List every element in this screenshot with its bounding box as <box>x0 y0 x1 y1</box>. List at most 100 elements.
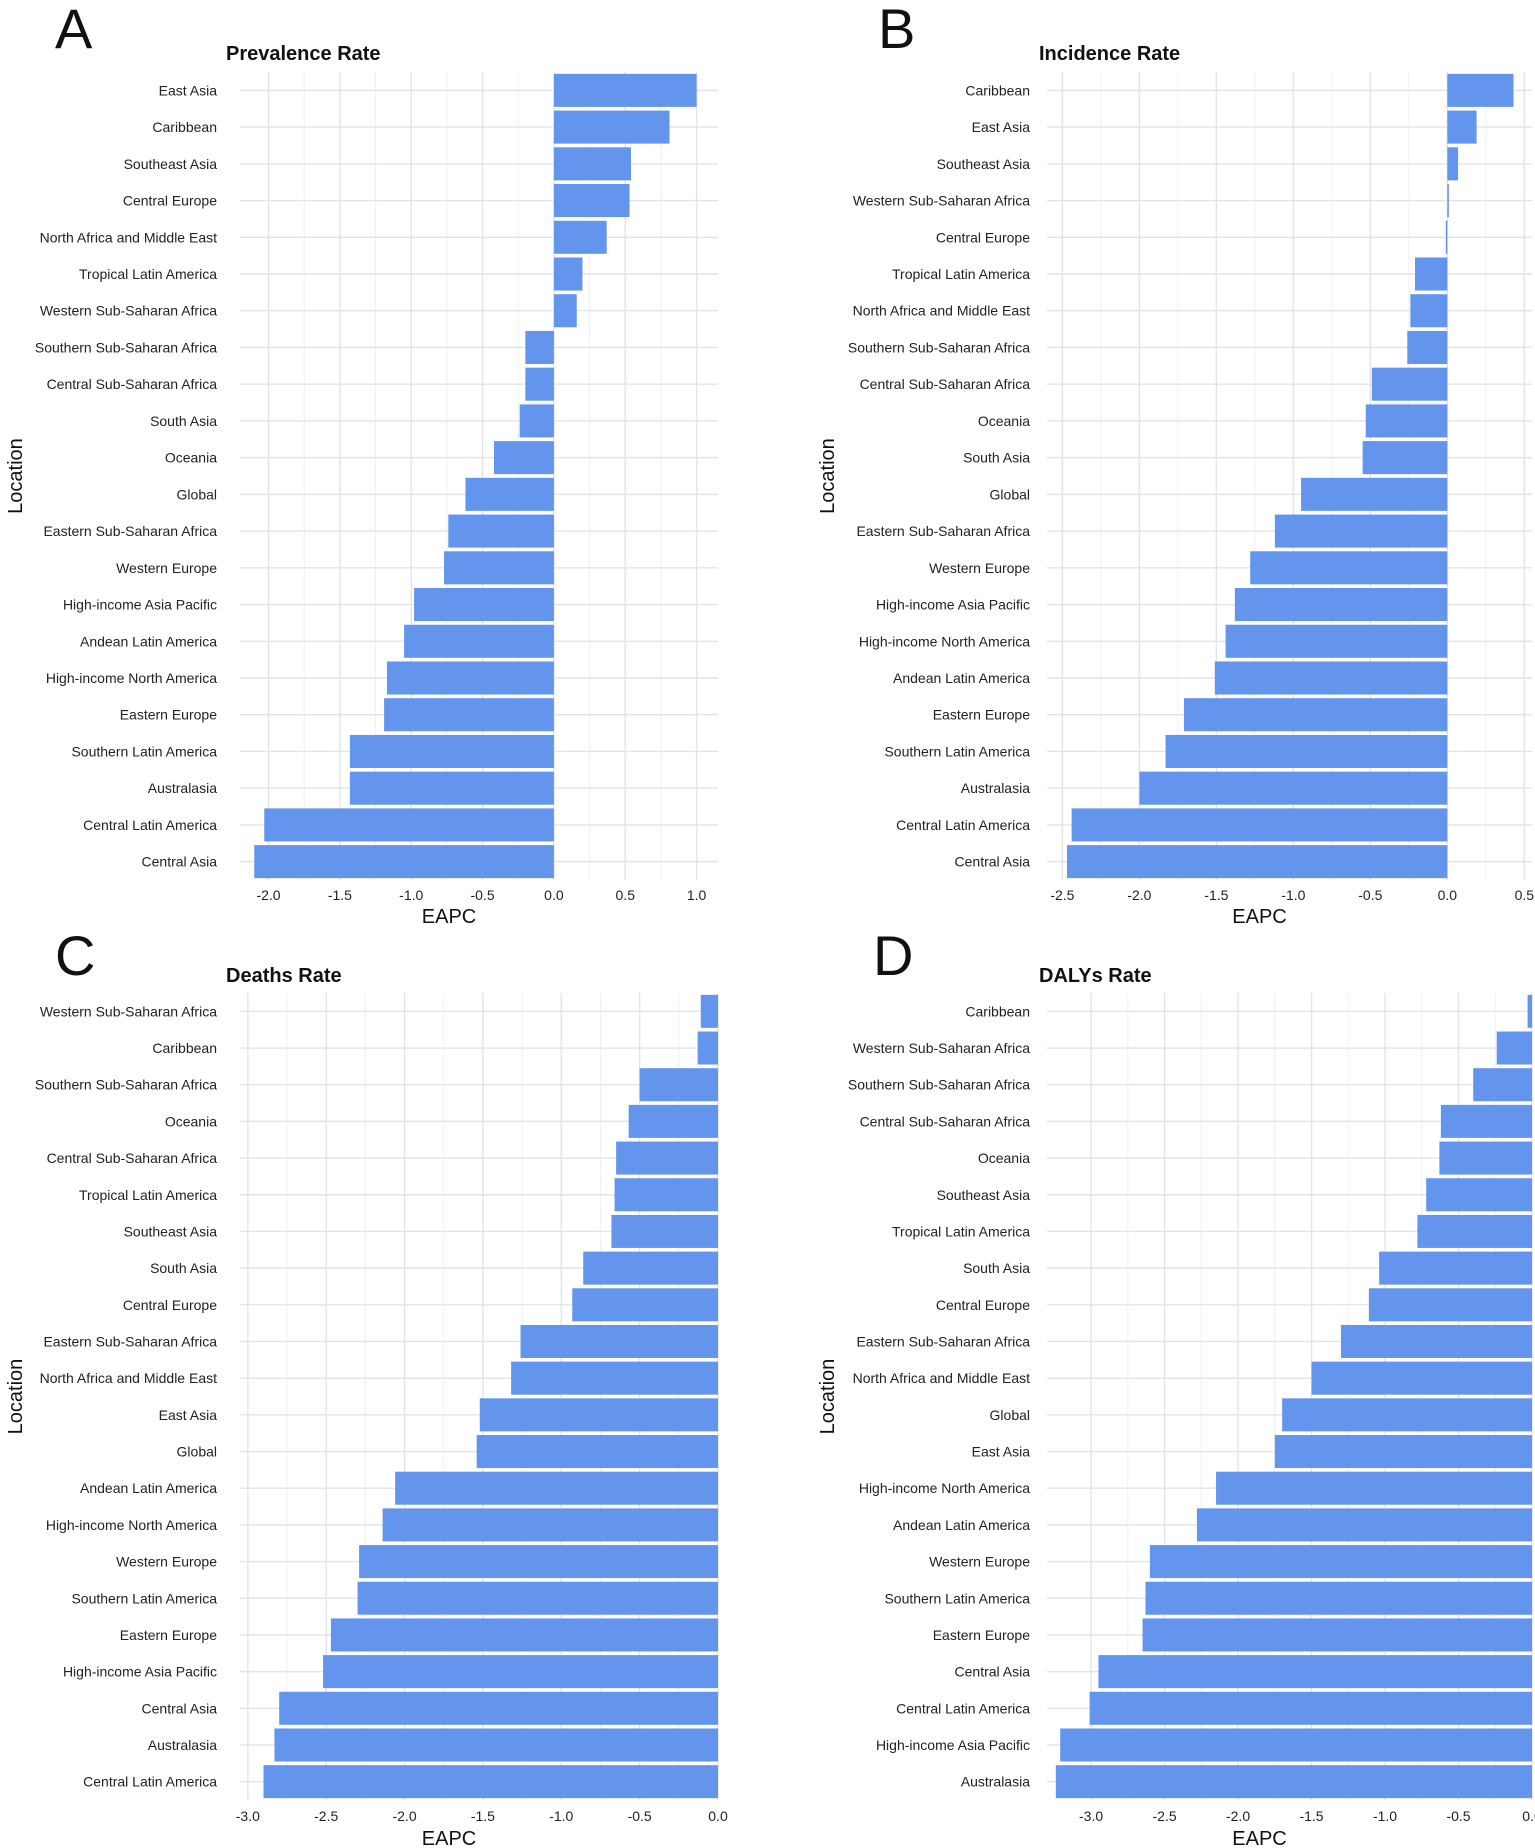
bar-south-asia: South Asia: -1.04 <box>1379 1251 1532 1285</box>
category-label: Australasia <box>148 1737 217 1753</box>
bar-oceania: Oceania: -0.53 <box>1365 404 1448 438</box>
category-label: Andean Latin America <box>893 1517 1030 1533</box>
category-label: Central Europe <box>123 193 217 209</box>
bar-central-latin-america: Central Latin America: -2.44 <box>1071 808 1448 842</box>
x-tick-label: -1.0 <box>1373 1808 1397 1824</box>
bar-southeast-asia: Southeast Asia: 0.54 <box>553 147 631 181</box>
panel-letter: A <box>55 0 93 60</box>
category-label: Southern Latin America <box>884 1590 1030 1606</box>
category-label: Southeast Asia <box>937 156 1031 172</box>
category-label: Eastern Sub-Saharan Africa <box>43 1333 217 1349</box>
category-label: East Asia <box>159 82 218 98</box>
category-label: Central Europe <box>936 1297 1030 1313</box>
bar-western-sub-saharan-africa: Western Sub-Saharan Africa: -0.11 <box>700 994 718 1028</box>
category-label: Global <box>990 486 1030 502</box>
category-label: Western Sub-Saharan Africa <box>853 1040 1030 1056</box>
bar-western-europe: Western Europe: -1.28 <box>1250 551 1448 585</box>
category-label: Global <box>177 486 217 502</box>
category-label: North Africa and Middle East <box>853 303 1031 319</box>
category-label: High-income North America <box>46 1517 217 1533</box>
bar-eastern-europe: Eastern Europe: -2.47 <box>330 1618 718 1652</box>
x-tick-label: -1.5 <box>1204 887 1228 903</box>
bar-eastern-europe: Eastern Europe: -1.71 <box>1184 698 1448 732</box>
category-label: North Africa and Middle East <box>40 1370 218 1386</box>
category-label: High-income Asia Pacific <box>876 597 1030 613</box>
category-label: Central Latin America <box>83 817 217 833</box>
bar-southern-sub-saharan-africa: Southern Sub-Saharan Africa: -0.26 <box>1407 330 1448 364</box>
category-label: Oceania <box>978 413 1030 429</box>
category-label: Central Sub-Saharan Africa <box>47 1150 218 1166</box>
category-label: Western Sub-Saharan Africa <box>853 193 1030 209</box>
x-tick-label: -1.0 <box>549 1808 573 1824</box>
bar-global: Global: -0.62 <box>465 477 554 511</box>
x-tick-label: -2.0 <box>392 1808 416 1824</box>
bar-global: Global: -1.7 <box>1282 1398 1532 1432</box>
bar-central-sub-saharan-africa: Central Sub-Saharan Africa: -0.2 <box>525 367 554 401</box>
category-label: Central Asia <box>142 854 218 870</box>
panel-d: Caribbean: -0.03 Western Sub-Saharan Afri… <box>817 924 1535 1848</box>
category-label: Southeast Asia <box>124 156 218 172</box>
bar-east-asia: East Asia: -1.52 <box>479 1398 718 1432</box>
x-axis-title: EAPC <box>422 1828 476 1848</box>
x-tick-label: -0.5 <box>471 887 495 903</box>
bar-central-europe: Central Europe: 0.53 <box>553 184 630 218</box>
category-label: Caribbean <box>965 82 1030 98</box>
y-axis-title: Location <box>5 1359 27 1435</box>
category-label: High-income Asia Pacific <box>63 597 217 613</box>
chart-title: Prevalence Rate <box>226 43 381 65</box>
category-label: High-income North America <box>46 670 217 686</box>
bar-high-income-north-america: High-income North America: -2.14 <box>382 1508 718 1542</box>
category-label: Central Latin America <box>896 1700 1030 1716</box>
category-label: Global <box>177 1444 217 1460</box>
bar-tropical-latin-america: Tropical Latin America: -0.66 <box>614 1178 718 1212</box>
bar-central-europe: Central Europe: -1.11 <box>1368 1288 1532 1322</box>
category-label: Southeast Asia <box>124 1223 218 1239</box>
bar-south-asia: South Asia: -0.24 <box>519 404 554 438</box>
bar-north-africa-and-middle-east: North Africa and Middle East: -0.24 <box>1410 294 1448 328</box>
category-label: Central Europe <box>123 1297 217 1313</box>
category-label: North Africa and Middle East <box>853 1370 1031 1386</box>
bar-western-sub-saharan-africa: Western Sub-Saharan Africa: 0.16 <box>553 294 577 328</box>
bar-australasia: Australasia: -2.83 <box>274 1728 718 1762</box>
x-axis-title: EAPC <box>1232 906 1286 928</box>
bar-southern-sub-saharan-africa: Southern Sub-Saharan Africa: -0.5 <box>639 1068 718 1102</box>
category-label: Australasia <box>961 780 1030 796</box>
category-label: Western Europe <box>929 560 1030 576</box>
category-label: Australasia <box>961 1774 1030 1790</box>
panel-letter: D <box>873 924 913 987</box>
x-tick-label: -2.0 <box>1226 1808 1250 1824</box>
category-label: Tropical Latin America <box>892 266 1030 282</box>
category-label: Central Latin America <box>896 817 1030 833</box>
bar-oceania: Oceania: -0.57 <box>628 1104 718 1138</box>
panel-c: Western Sub-Saharan Africa: -0.11 Caribbe… <box>5 924 728 1848</box>
x-tick-label: -0.5 <box>1446 1808 1470 1824</box>
y-axis-title: Location <box>5 438 27 514</box>
category-label: Southern Sub-Saharan Africa <box>848 339 1030 355</box>
category-label: East Asia <box>159 1407 218 1423</box>
x-tick-label: -2.5 <box>1153 1808 1177 1824</box>
bar-caribbean: Caribbean: 0.43 <box>1447 73 1514 107</box>
bar-eastern-sub-saharan-africa: Eastern Sub-Saharan Africa: -0.74 <box>448 514 554 548</box>
category-label: Australasia <box>148 780 217 796</box>
category-label: Eastern Sub-Saharan Africa <box>856 1333 1030 1349</box>
x-axis-title: EAPC <box>1232 1828 1286 1848</box>
bar-high-income-north-america: High-income North America: -2.15 <box>1216 1471 1532 1505</box>
bar-east-asia: East Asia: 1 <box>553 73 697 107</box>
category-label: Andean Latin America <box>80 633 217 649</box>
bar-high-income-asia-pacific: High-income Asia Pacific: -1.38 <box>1234 588 1448 622</box>
bar-eastern-europe: Eastern Europe: -1.19 <box>384 698 554 732</box>
category-label: North Africa and Middle East <box>40 229 218 245</box>
bar-southern-latin-america: Southern Latin America: -2.63 <box>1145 1581 1532 1615</box>
bar-oceania: Oceania: -0.63 <box>1439 1141 1532 1175</box>
category-label: East Asia <box>972 119 1031 135</box>
bar-eastern-sub-saharan-africa: Eastern Sub-Saharan Africa: -1.26 <box>520 1324 718 1358</box>
category-label: Southern Latin America <box>71 1590 217 1606</box>
category-label: High-income Asia Pacific <box>876 1737 1030 1753</box>
x-tick-label: -2.0 <box>1127 887 1151 903</box>
category-label: Oceania <box>165 1113 217 1129</box>
bar-central-europe: Central Europe: -0.01 <box>1445 220 1448 254</box>
bar-central-latin-america: Central Latin America: -3.01 <box>1089 1691 1532 1725</box>
bar-southern-sub-saharan-africa: Southern Sub-Saharan Africa: -0.2 <box>525 330 554 364</box>
category-label: Southern Sub-Saharan Africa <box>848 1077 1030 1093</box>
